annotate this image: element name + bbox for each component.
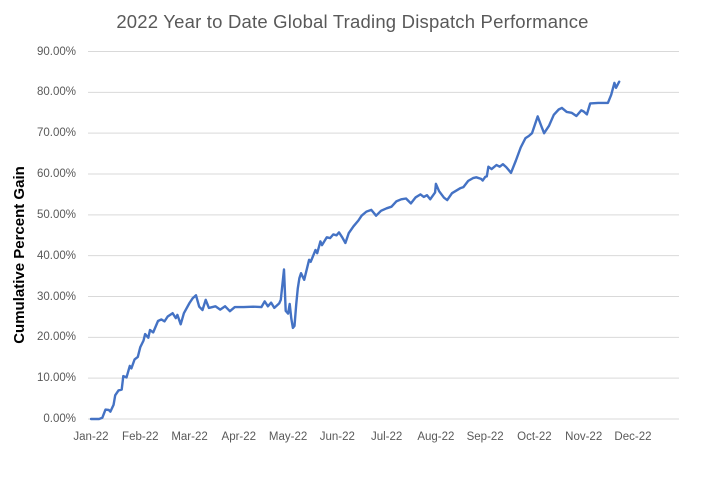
x-tick-label: Nov-22 [565, 431, 603, 443]
x-tick-label: Jan-22 [73, 431, 109, 443]
x-tick-label: Feb-22 [122, 431, 159, 443]
y-tick-label: 0.00% [43, 413, 76, 425]
y-tick-label: 10.00% [36, 372, 76, 385]
x-tick-label: Sep-22 [466, 431, 504, 443]
x-tick-label: Aug-22 [417, 431, 455, 443]
x-tick-label: Apr-22 [221, 431, 257, 443]
chart-title: 2022 Year to Date Global Trading Dispatc… [116, 11, 589, 32]
y-tick-label: 70.00% [36, 127, 76, 140]
y-tick-label: 20.00% [36, 331, 76, 344]
x-tick-label: Jul-22 [370, 431, 403, 443]
y-tick-label: 50.00% [36, 208, 76, 221]
x-tick-label: Jun-22 [319, 431, 355, 443]
y-tick-label: 30.00% [36, 290, 76, 303]
y-tick-label: 80.00% [36, 86, 76, 99]
y-tick-label: 90.00% [36, 45, 76, 58]
y-tick-label: 40.00% [36, 249, 76, 262]
y-tick-label: 60.00% [36, 168, 76, 180]
series-line [89, 80, 621, 421]
x-tick-label: Mar-22 [171, 431, 208, 443]
x-tick-label: Dec-22 [614, 431, 652, 443]
x-tick-label: May-22 [268, 431, 308, 443]
x-tick-label: Oct-22 [517, 431, 552, 443]
